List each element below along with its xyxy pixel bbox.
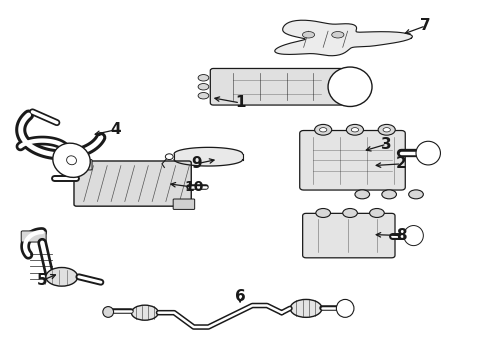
Ellipse shape xyxy=(404,226,423,246)
Ellipse shape xyxy=(332,32,344,38)
Ellipse shape xyxy=(198,93,209,99)
Ellipse shape xyxy=(165,154,173,159)
Ellipse shape xyxy=(198,75,209,81)
Ellipse shape xyxy=(315,125,332,135)
Ellipse shape xyxy=(382,190,396,199)
Text: 10: 10 xyxy=(184,180,203,194)
Ellipse shape xyxy=(319,128,327,132)
Text: 3: 3 xyxy=(381,137,392,152)
Ellipse shape xyxy=(383,128,391,132)
Ellipse shape xyxy=(351,128,359,132)
FancyBboxPatch shape xyxy=(303,213,395,258)
Ellipse shape xyxy=(369,208,384,217)
FancyBboxPatch shape xyxy=(210,68,343,105)
Ellipse shape xyxy=(103,307,114,318)
Ellipse shape xyxy=(67,156,76,165)
Ellipse shape xyxy=(316,208,331,217)
Text: 2: 2 xyxy=(396,156,407,171)
FancyBboxPatch shape xyxy=(74,161,191,206)
Ellipse shape xyxy=(346,125,364,135)
Ellipse shape xyxy=(328,67,372,107)
Text: 4: 4 xyxy=(110,122,121,137)
Ellipse shape xyxy=(343,208,357,217)
Ellipse shape xyxy=(53,143,90,177)
FancyBboxPatch shape xyxy=(173,199,195,210)
Text: 6: 6 xyxy=(235,289,245,304)
FancyBboxPatch shape xyxy=(71,159,92,170)
Polygon shape xyxy=(275,20,413,56)
Ellipse shape xyxy=(46,267,77,286)
Ellipse shape xyxy=(378,125,395,135)
Text: 9: 9 xyxy=(191,156,201,171)
Ellipse shape xyxy=(290,300,322,318)
Ellipse shape xyxy=(302,32,315,38)
Text: 8: 8 xyxy=(396,228,407,243)
Ellipse shape xyxy=(336,300,354,318)
FancyBboxPatch shape xyxy=(300,131,405,190)
Ellipse shape xyxy=(409,190,423,199)
Text: 5: 5 xyxy=(37,273,48,288)
Ellipse shape xyxy=(416,141,441,165)
Ellipse shape xyxy=(131,305,158,320)
Polygon shape xyxy=(174,147,243,166)
Ellipse shape xyxy=(355,190,369,199)
Ellipse shape xyxy=(198,84,209,90)
FancyBboxPatch shape xyxy=(21,231,46,242)
Text: 7: 7 xyxy=(420,18,431,33)
Text: 1: 1 xyxy=(235,95,245,111)
